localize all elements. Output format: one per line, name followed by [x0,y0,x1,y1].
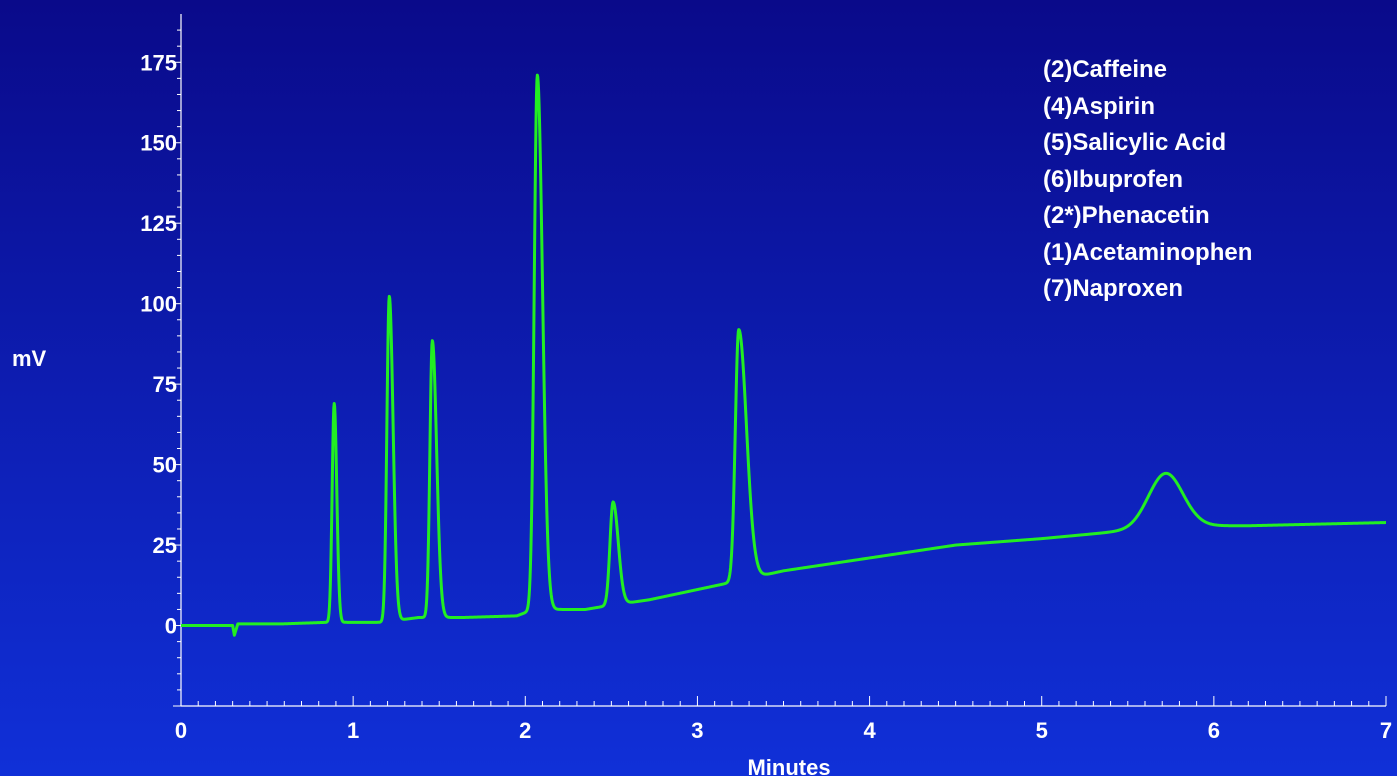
legend-item: (6)Ibuprofen [1043,165,1183,193]
x-axis-label: Minutes [747,755,830,776]
y-tick-label: 0 [165,614,177,639]
y-tick-label: 175 [140,50,177,75]
y-tick-label: 25 [153,533,177,558]
x-tick-label: 0 [175,718,187,743]
x-tick-label: 2 [519,718,531,743]
legend: (2)Caffeine (4)Aspirin (5)Salicylic Acid… [1043,52,1252,308]
x-tick-label: 3 [691,718,703,743]
y-tick-label: 125 [140,211,177,236]
x-tick-label: 5 [1036,718,1048,743]
tick-labels: 0 1 2 3 4 5 6 7 0 25 50 75 100 125 150 175 [140,50,1392,743]
y-tick-label: 150 [140,131,177,156]
x-tick-label: 1 [347,718,359,743]
legend-item: (2)Caffeine [1043,56,1168,83]
legend-item: (4)Aspirin [1043,92,1156,120]
plot-area [179,73,1388,637]
y-tick-label: 50 [153,453,177,478]
chromatogram-series-line [179,73,1388,637]
legend-item: (5)Salicylic Acid [1043,129,1227,156]
y-tick-label: 75 [153,372,177,397]
y-axis-label: mV [12,346,47,371]
legend-item: (1)Acetaminophen [1043,238,1253,266]
x-tick-label: 4 [863,718,876,743]
legend-item: (7)Naproxen [1043,275,1184,302]
legend-item: (2*)Phenacetin [1043,202,1210,229]
ticks [173,29,1387,707]
y-tick-label: 100 [140,292,177,317]
x-tick-label: 6 [1208,718,1220,743]
x-tick-label: 7 [1380,718,1392,743]
